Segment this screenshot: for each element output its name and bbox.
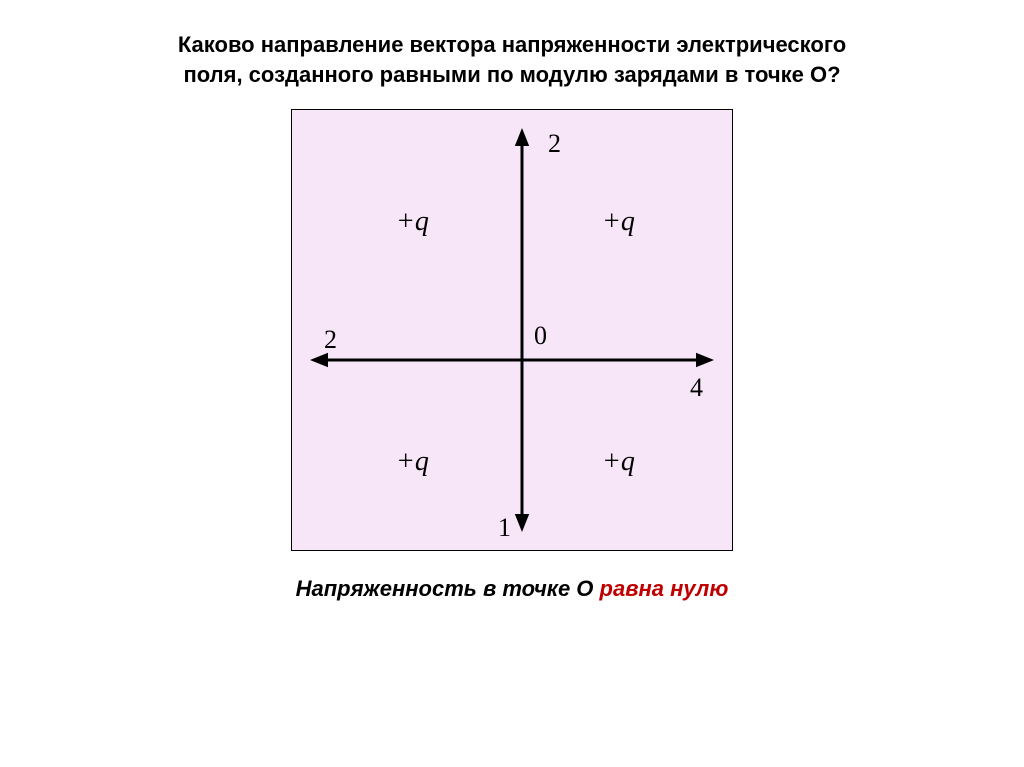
title-line-1: Каково направление вектора напряженности… bbox=[178, 32, 846, 57]
svg-text:+q: +q bbox=[602, 446, 635, 477]
answer-red: равна нулю bbox=[600, 576, 729, 601]
question-title: Каково направление вектора напряженности… bbox=[178, 30, 846, 89]
svg-text:4: 4 bbox=[690, 373, 703, 402]
diagram-frame: 2 2 0 4 1 +q +q +q +q bbox=[291, 109, 733, 551]
answer-text: Напряженность в точке О равна нулю bbox=[296, 576, 729, 602]
svg-text:+q: +q bbox=[396, 446, 429, 477]
diagram-svg: 2 2 0 4 1 +q +q +q +q bbox=[292, 110, 732, 550]
answer-black: Напряженность в точке О bbox=[296, 576, 600, 601]
svg-text:+q: +q bbox=[602, 206, 635, 237]
page: Каково направление вектора напряженности… bbox=[0, 0, 1024, 767]
svg-text:0: 0 bbox=[534, 321, 547, 350]
svg-text:2: 2 bbox=[324, 325, 337, 354]
svg-text:2: 2 bbox=[548, 129, 561, 158]
svg-text:+q: +q bbox=[396, 206, 429, 237]
svg-text:1: 1 bbox=[498, 513, 511, 542]
title-line-2: поля, созданного равными по модулю заряд… bbox=[183, 62, 840, 87]
